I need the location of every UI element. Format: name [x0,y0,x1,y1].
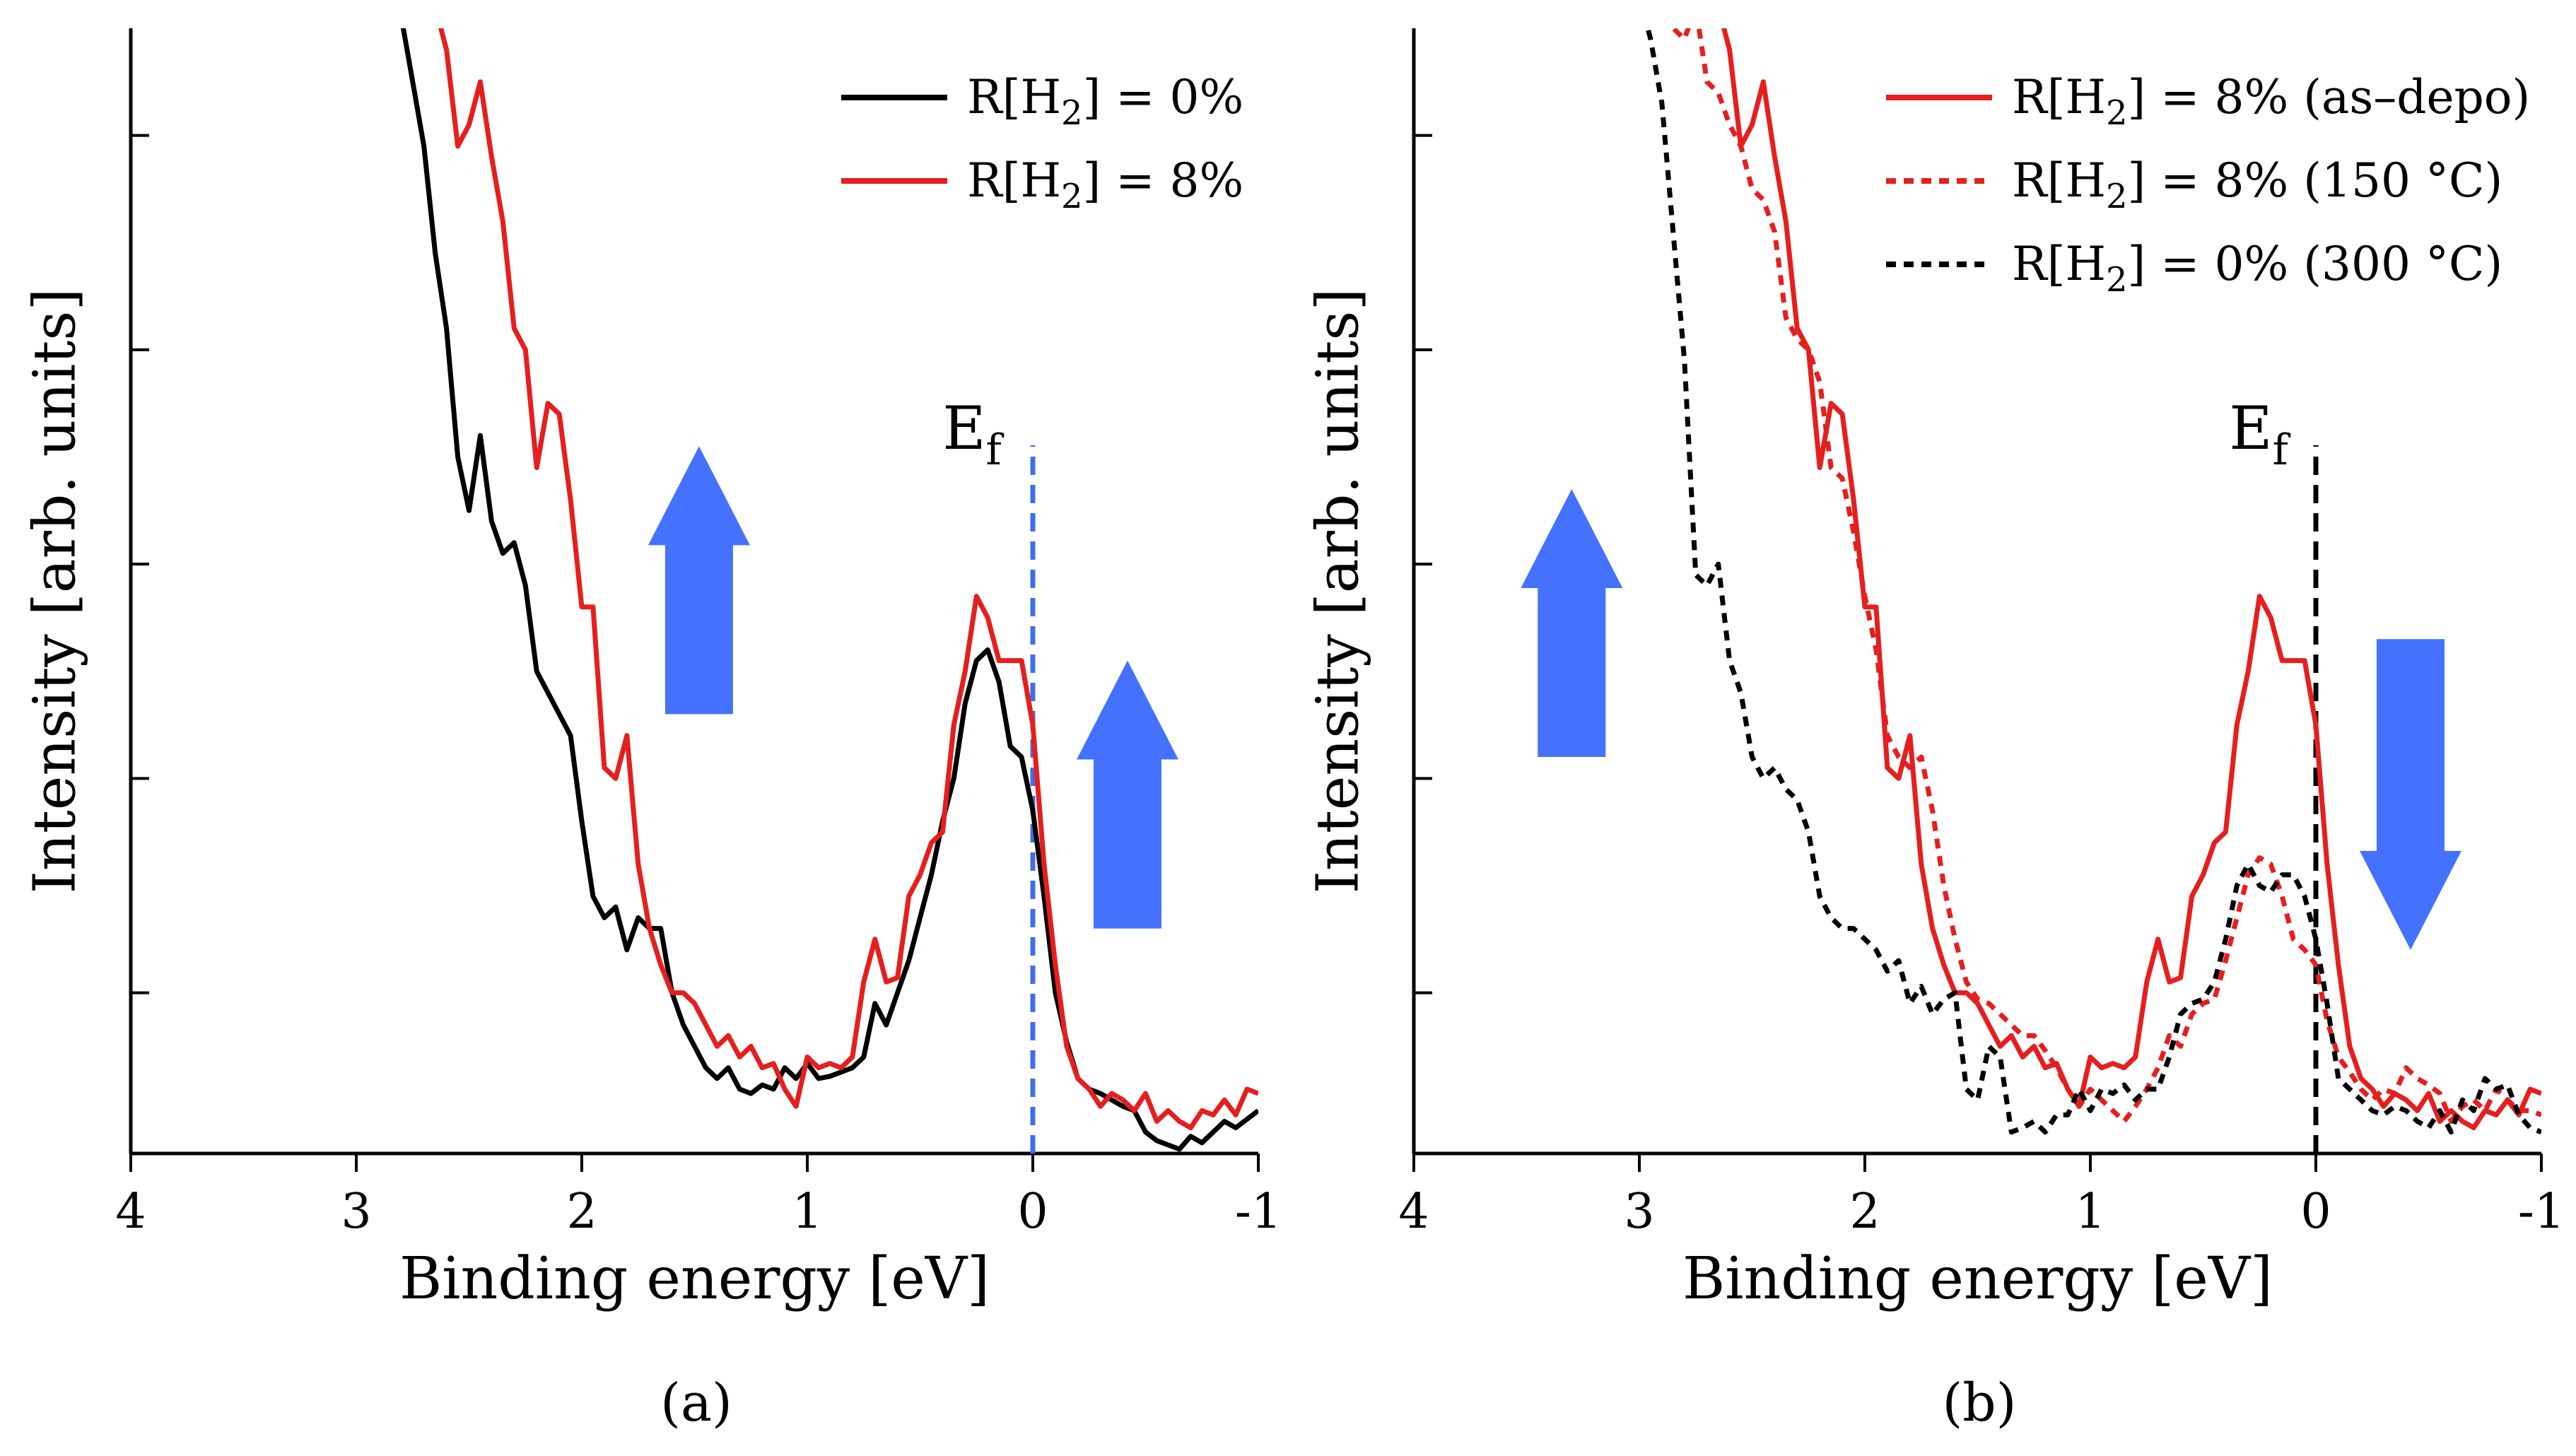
x-tick-label: 4 [1398,1184,1429,1240]
x-tick-label: 2 [566,1184,597,1240]
legend-entry-main: R[H [2012,70,2106,124]
x-tick-label: 4 [115,1184,146,1240]
legend-entry-tail: ] = 0% (300 °C) [2128,237,2503,291]
x-tick-label: 2 [1849,1184,1880,1240]
legend-entry-tail: ] = 0% [1083,70,1244,124]
x-axis-title: Binding energy [eV] [399,1245,990,1313]
legend-entry-tail: ] = 8% [1083,153,1244,208]
x-tick-label: 1 [2075,1184,2105,1240]
x-tick-label: -1 [2518,1184,2565,1240]
arrow-down-fermi-edge-decrease [2359,639,2461,950]
x-tick-label: 1 [792,1184,822,1240]
legend-entry-sub: 2 [2106,260,2128,300]
legend-entry-0: R[H2] = 8% (as–depo) [2012,70,2530,133]
panel-a-label: (a) [660,1373,732,1433]
fermi-level-label-sub: f [986,425,1005,475]
legend-entry-tail: ] = 8% (150 °C) [2128,153,2503,208]
fermi-level-label-main: E [2229,394,2272,463]
x-tick-label: 3 [341,1184,371,1240]
legend-entry-sub: 2 [2106,93,2128,133]
series-line-2 [1645,28,2541,1135]
y-axis-title: Intensity [arb. units] [1305,288,1372,894]
legend-entry-main: R[H [2012,237,2106,291]
fermi-level-label: Ef [2229,394,2290,475]
chart-panel-a: 4 3 2 1 0 -1 Binding energy [eV] Intensity [arb… [22,28,1282,1313]
legend-entry-2: R[H2] = 0% (300 °C) [2012,237,2502,300]
arrow-up-fermi-edge-increase [1076,660,1178,929]
legend-entry-sub: 2 [1061,177,1083,216]
x-tick-label: 0 [1017,1184,1048,1240]
series-curves [400,28,1258,1152]
series-line-1 [1670,28,2541,1124]
x-tick-label: -1 [1235,1184,1282,1240]
x-tick-label: 0 [2300,1184,2331,1240]
x-axis-title: Binding energy [eV] [1682,1245,2273,1313]
legend-entry-main: R[H [967,70,1061,124]
chart-panel-b: 4 3 2 1 0 -1 Binding energy [eV] Intensity [arb… [1305,28,2565,1313]
fermi-level-label-sub: f [2273,425,2291,475]
legend-entry-tail: ] = 8% (as–depo) [2128,70,2531,124]
fermi-level-label-main: E [942,394,985,463]
arrow-up-valence-band-increase [1521,488,1623,758]
panel-b-label: (b) [1942,1373,2016,1433]
series-curves [1645,28,2541,1135]
legend-entry-main: R[H [2012,153,2106,208]
x-tick-label: 3 [1624,1184,1654,1240]
y-axis-title: Intensity [arb. units] [22,288,89,894]
series-line-1 [438,28,1258,1131]
legend-entry-sub: 2 [1061,93,1083,133]
legend-entry-main: R[H [967,153,1061,208]
series-line-0 [400,28,1258,1152]
legend-entry-1: R[H2] = 8% (150 °C) [2012,153,2502,216]
legend-entry-0: R[H2] = 0% [967,70,1243,133]
legend-entry-sub: 2 [2106,177,2128,216]
fermi-level-label: Ef [942,394,1004,475]
arrow-up-valence-band-increase [648,446,750,715]
legend-entry-1: R[H2] = 8% [967,153,1243,216]
